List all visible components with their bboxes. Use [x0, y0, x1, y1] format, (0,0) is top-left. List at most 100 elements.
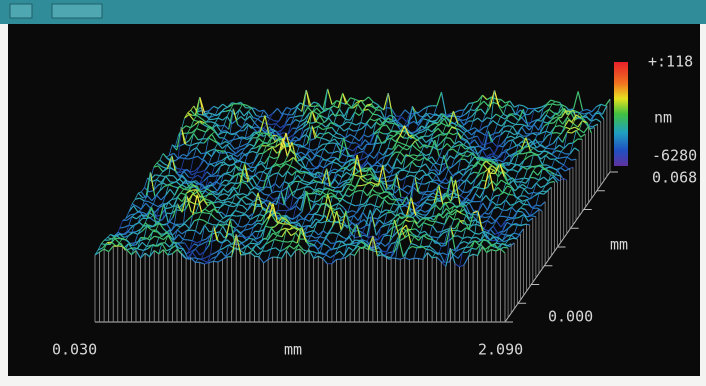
surface-line: [126, 249, 132, 256]
surface-line: [552, 176, 558, 184]
surface-line: [242, 136, 246, 139]
surface-line: [353, 212, 358, 216]
surface-line: [207, 254, 211, 263]
surface-line: [349, 239, 356, 245]
surface-line: [286, 215, 291, 219]
surface-line: [377, 194, 383, 200]
surface-line: [523, 169, 528, 179]
surface-line: [417, 212, 423, 216]
surface-line: [422, 249, 427, 260]
surface-line: [360, 151, 364, 161]
surface-line: [531, 141, 538, 149]
surface-line: [345, 128, 349, 139]
surface-line: [387, 180, 393, 182]
surface-line: [331, 113, 337, 117]
surface-line: [468, 214, 473, 219]
surface-line: [430, 169, 435, 172]
surface-line: [194, 248, 201, 256]
surface-line: [164, 235, 169, 243]
surface-line: [420, 144, 425, 153]
surface-line: [162, 153, 167, 158]
surface-line: [393, 144, 399, 152]
surface-line: [372, 177, 376, 179]
surface-line: [188, 220, 195, 230]
surface-line: [510, 135, 516, 139]
surface-line: [229, 143, 235, 150]
surface-line: [362, 212, 368, 220]
surface-line: [353, 154, 358, 175]
surface-line: [304, 104, 310, 108]
surface-line: [484, 187, 488, 190]
surface-line: [438, 231, 442, 238]
surface-line: [277, 172, 284, 178]
surface-line: [243, 239, 248, 243]
surface-line: [151, 179, 157, 183]
surface-line: [123, 234, 129, 239]
surface-line: [524, 144, 528, 148]
surface-line: [239, 103, 243, 110]
surface-line: [388, 167, 395, 174]
surface-line: [548, 133, 553, 146]
surface-line: [369, 114, 374, 120]
surface-line: [499, 146, 504, 158]
surface-line: [493, 161, 498, 167]
surface-line: [466, 130, 472, 136]
surface-line: [163, 203, 169, 224]
surface-line: [525, 165, 531, 168]
surface-line: [481, 135, 486, 145]
surface-line: [569, 123, 574, 130]
window-icon[interactable]: [9, 3, 33, 19]
surface-line: [322, 237, 327, 244]
surface-line: [496, 203, 502, 206]
surface-line: [432, 163, 439, 171]
surface-line: [458, 187, 464, 193]
surface-line: [522, 152, 528, 155]
surface-line: [410, 220, 415, 230]
surface-line: [249, 251, 255, 257]
surface-line: [225, 233, 230, 240]
surface-line: [410, 236, 415, 244]
surface-line: [153, 162, 158, 168]
surface-line: [299, 166, 303, 172]
surface-line: [345, 107, 350, 120]
surface-line: [351, 210, 357, 214]
surface-line: [354, 152, 360, 156]
surface-line: [258, 224, 263, 232]
surface-line: [456, 220, 461, 231]
surface-line: [383, 221, 389, 225]
surface-line: [314, 148, 319, 156]
surface-line: [370, 121, 377, 129]
surface-line: [210, 226, 214, 255]
surface-line: [325, 138, 331, 143]
surface-line: [308, 125, 313, 150]
surface-line: [421, 116, 425, 119]
surface-line: [344, 179, 349, 184]
surface-line: [418, 131, 424, 134]
surface-line: [428, 239, 433, 247]
toolbar-button[interactable]: [51, 3, 103, 19]
surface-line: [251, 191, 258, 197]
surface-line: [467, 236, 472, 239]
surface-line: [479, 230, 485, 235]
surface-line: [486, 220, 493, 225]
surface-line: [455, 143, 461, 147]
surface-line: [332, 161, 338, 165]
surface-line: [289, 180, 294, 186]
surface-line: [274, 238, 279, 242]
surface-line: [458, 140, 465, 146]
surface-line: [326, 157, 331, 161]
surface-line: [548, 142, 554, 147]
surface-line: [250, 145, 255, 150]
surface-line: [300, 186, 306, 190]
surface-line: [357, 145, 363, 151]
surface-line: [570, 109, 574, 112]
surface-line: [429, 216, 433, 219]
surface-line: [195, 211, 201, 214]
surface-line: [193, 257, 199, 260]
surface-line: [128, 232, 133, 236]
surface-line: [245, 251, 251, 256]
surface-line: [490, 195, 496, 202]
surface-line: [595, 118, 602, 123]
surface-line: [219, 247, 225, 251]
surface-line: [262, 133, 267, 143]
